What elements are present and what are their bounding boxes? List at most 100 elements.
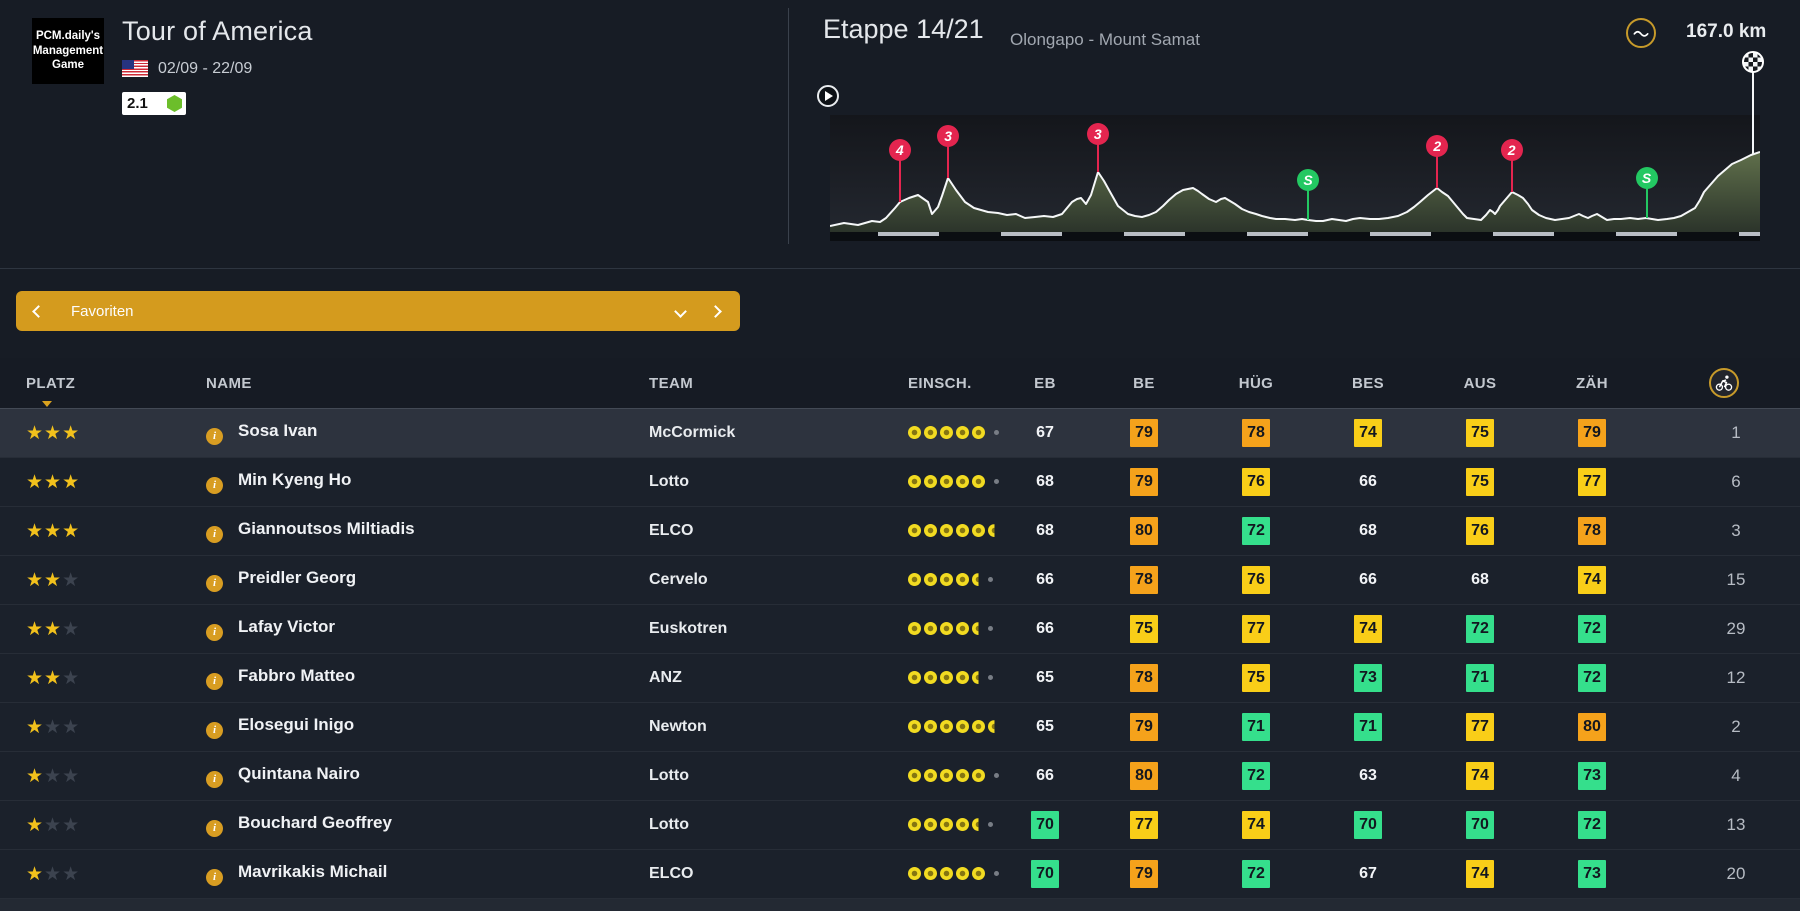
column-platz[interactable]: PLATZ (0, 375, 180, 407)
column-bes[interactable]: BES (1351, 374, 1385, 392)
info-icon[interactable]: i (206, 476, 223, 494)
table-row[interactable]: ★★★ i Preidler Georg Cervelo 66 78 76 66 68 74 15 (0, 556, 1800, 605)
table-row[interactable]: ★★★ i Min Kyeng Ho Lotto 68 79 76 66 75 77 6 (0, 458, 1800, 507)
stat-zah: 80 (1536, 713, 1648, 741)
table-row[interactable]: ★★★ i Sosa Ivan McCormick 67 79 78 74 75 79 1 (0, 409, 1800, 458)
info-icon[interactable]: i (206, 819, 223, 837)
rating-half-dot (972, 622, 979, 636)
rating-empty-dot (988, 822, 993, 828)
vertical-divider (788, 8, 789, 244)
column-team[interactable]: TEAM (649, 374, 694, 392)
pcmdaily-logo: PCM.daily's Management Game (32, 18, 104, 84)
column-einsch[interactable]: EINSCH. (908, 374, 972, 392)
rating-dot (924, 475, 937, 489)
chevron-right-icon (709, 304, 722, 318)
table-row[interactable]: ★★★ i Lafay Victor Euskotren 66 75 77 74 72 72 29 (0, 605, 1800, 654)
distance-segment-bars (878, 232, 1760, 236)
table-row[interactable]: ★★★ i Elosegui Inigo Newton 65 79 71 71 77 80 2 (0, 703, 1800, 752)
info-icon[interactable]: i (206, 574, 223, 592)
stage-profile-chart: 4 3 3 S 2 2 S (830, 51, 1764, 241)
logo-line: Game (52, 59, 84, 72)
rank-value: 2 (1731, 717, 1741, 736)
stat-value: 67 (1359, 865, 1377, 882)
table-row[interactable]: ★★★ i Quintana Nairo Lotto 66 80 72 63 74 73 4 (0, 752, 1800, 801)
finish-line (1741, 51, 1764, 155)
info-icon[interactable]: i (206, 770, 223, 788)
column-zah[interactable]: ZÄH (1575, 374, 1609, 392)
rider-name: Lafay Victor (238, 617, 336, 637)
play-stage-button[interactable] (817, 85, 839, 107)
marker-label: S (1297, 169, 1320, 191)
team-cell: McCormick (623, 424, 882, 442)
category-hexagon-icon (167, 95, 182, 112)
rating-dot (924, 671, 937, 685)
info-icon[interactable]: i (206, 672, 223, 690)
info-icon[interactable]: i (206, 427, 223, 445)
next-button[interactable] (705, 301, 726, 322)
stat-hug: 72 (1200, 517, 1312, 545)
stat-value: 74 (1466, 762, 1494, 790)
column-aus[interactable]: AUS (1463, 374, 1497, 392)
stat-value: 74 (1466, 860, 1494, 888)
stat-zah: 72 (1536, 811, 1648, 839)
info-icon[interactable]: i (206, 525, 223, 543)
rider-name: Giannoutsos Miltiadis (238, 519, 415, 539)
rating-dot (908, 867, 921, 881)
favorites-dropdown-bar[interactable]: Favoriten (16, 291, 740, 331)
rating-dot (924, 524, 937, 538)
table-row[interactable]: ★★★ i Bouchard Geoffrey Lotto 70 77 74 70 70 72 13 (0, 801, 1800, 850)
rider-name-cell: i Lafay Victor (180, 617, 623, 641)
rating-dot (972, 867, 985, 881)
stat-zah: 79 (1536, 419, 1648, 447)
marker-stem (1096, 134, 1099, 172)
rider-name-cell: i Bouchard Geoffrey (180, 813, 623, 837)
info-icon[interactable]: i (206, 868, 223, 886)
star-icon: ★ (44, 618, 62, 640)
team-cell: Lotto (623, 816, 882, 834)
stat-aus: 74 (1424, 860, 1536, 888)
info-icon[interactable]: i (206, 721, 223, 739)
rating-dot (908, 769, 921, 783)
play-icon (825, 91, 833, 101)
column-eb[interactable]: EB (1034, 374, 1056, 392)
race-category-value: 2.1 (127, 95, 148, 112)
column-hug[interactable]: HÜG (1238, 374, 1274, 392)
marker-stem (947, 136, 950, 178)
stat-hug: 76 (1200, 566, 1312, 594)
rating-dot (956, 867, 969, 881)
star-icon: ★ (26, 471, 44, 493)
rating-dot (940, 426, 953, 440)
info-icon[interactable]: i (206, 623, 223, 641)
rating-dot (924, 573, 937, 587)
star-icon: ★ (26, 814, 44, 836)
rating-half-dot (972, 818, 979, 832)
rating-empty-dot (988, 577, 993, 583)
dropdown-open-button[interactable] (670, 301, 691, 322)
stat-value: 66 (1036, 767, 1054, 784)
rating-dot (940, 818, 953, 832)
stat-value: 73 (1354, 664, 1382, 692)
rating-dot (956, 524, 969, 538)
rating-dot (908, 622, 921, 636)
table-row[interactable]: ★★★ i Mavrikakis Michail ELCO 70 79 72 67 74 73 20 (0, 850, 1800, 899)
stat-value: 79 (1130, 860, 1158, 888)
logo-line: PCM.daily's (35, 30, 101, 43)
stat-value: 66 (1036, 571, 1054, 588)
column-be[interactable]: BE (1133, 374, 1155, 392)
column-name[interactable]: NAME (206, 374, 252, 392)
rider-name-cell: i Min Kyeng Ho (180, 470, 623, 494)
previous-button[interactable] (28, 301, 49, 322)
rank-value: 12 (1726, 668, 1746, 687)
star-icon: ★ (62, 520, 80, 542)
column-rank[interactable] (1648, 368, 1800, 398)
stat-value: 65 (1036, 718, 1054, 735)
chevron-down-icon (674, 304, 687, 318)
table-row[interactable]: ★★★ i Fabbro Matteo ANZ 65 78 75 73 71 72 12 (0, 654, 1800, 703)
stat-value: 77 (1578, 468, 1606, 496)
stat-value: 80 (1578, 713, 1606, 741)
stat-value: 72 (1578, 664, 1606, 692)
table-row[interactable]: ★★★ i Giannoutsos Miltiadis ELCO 68 80 72 68 76 7… (0, 507, 1800, 556)
favorites-table-body: ★★★ i Sosa Ivan McCormick 67 79 78 74 75 79 1 ★★★ i M… (0, 409, 1800, 899)
rider-stars: ★★★ (0, 814, 180, 837)
rating-dot (940, 573, 953, 587)
